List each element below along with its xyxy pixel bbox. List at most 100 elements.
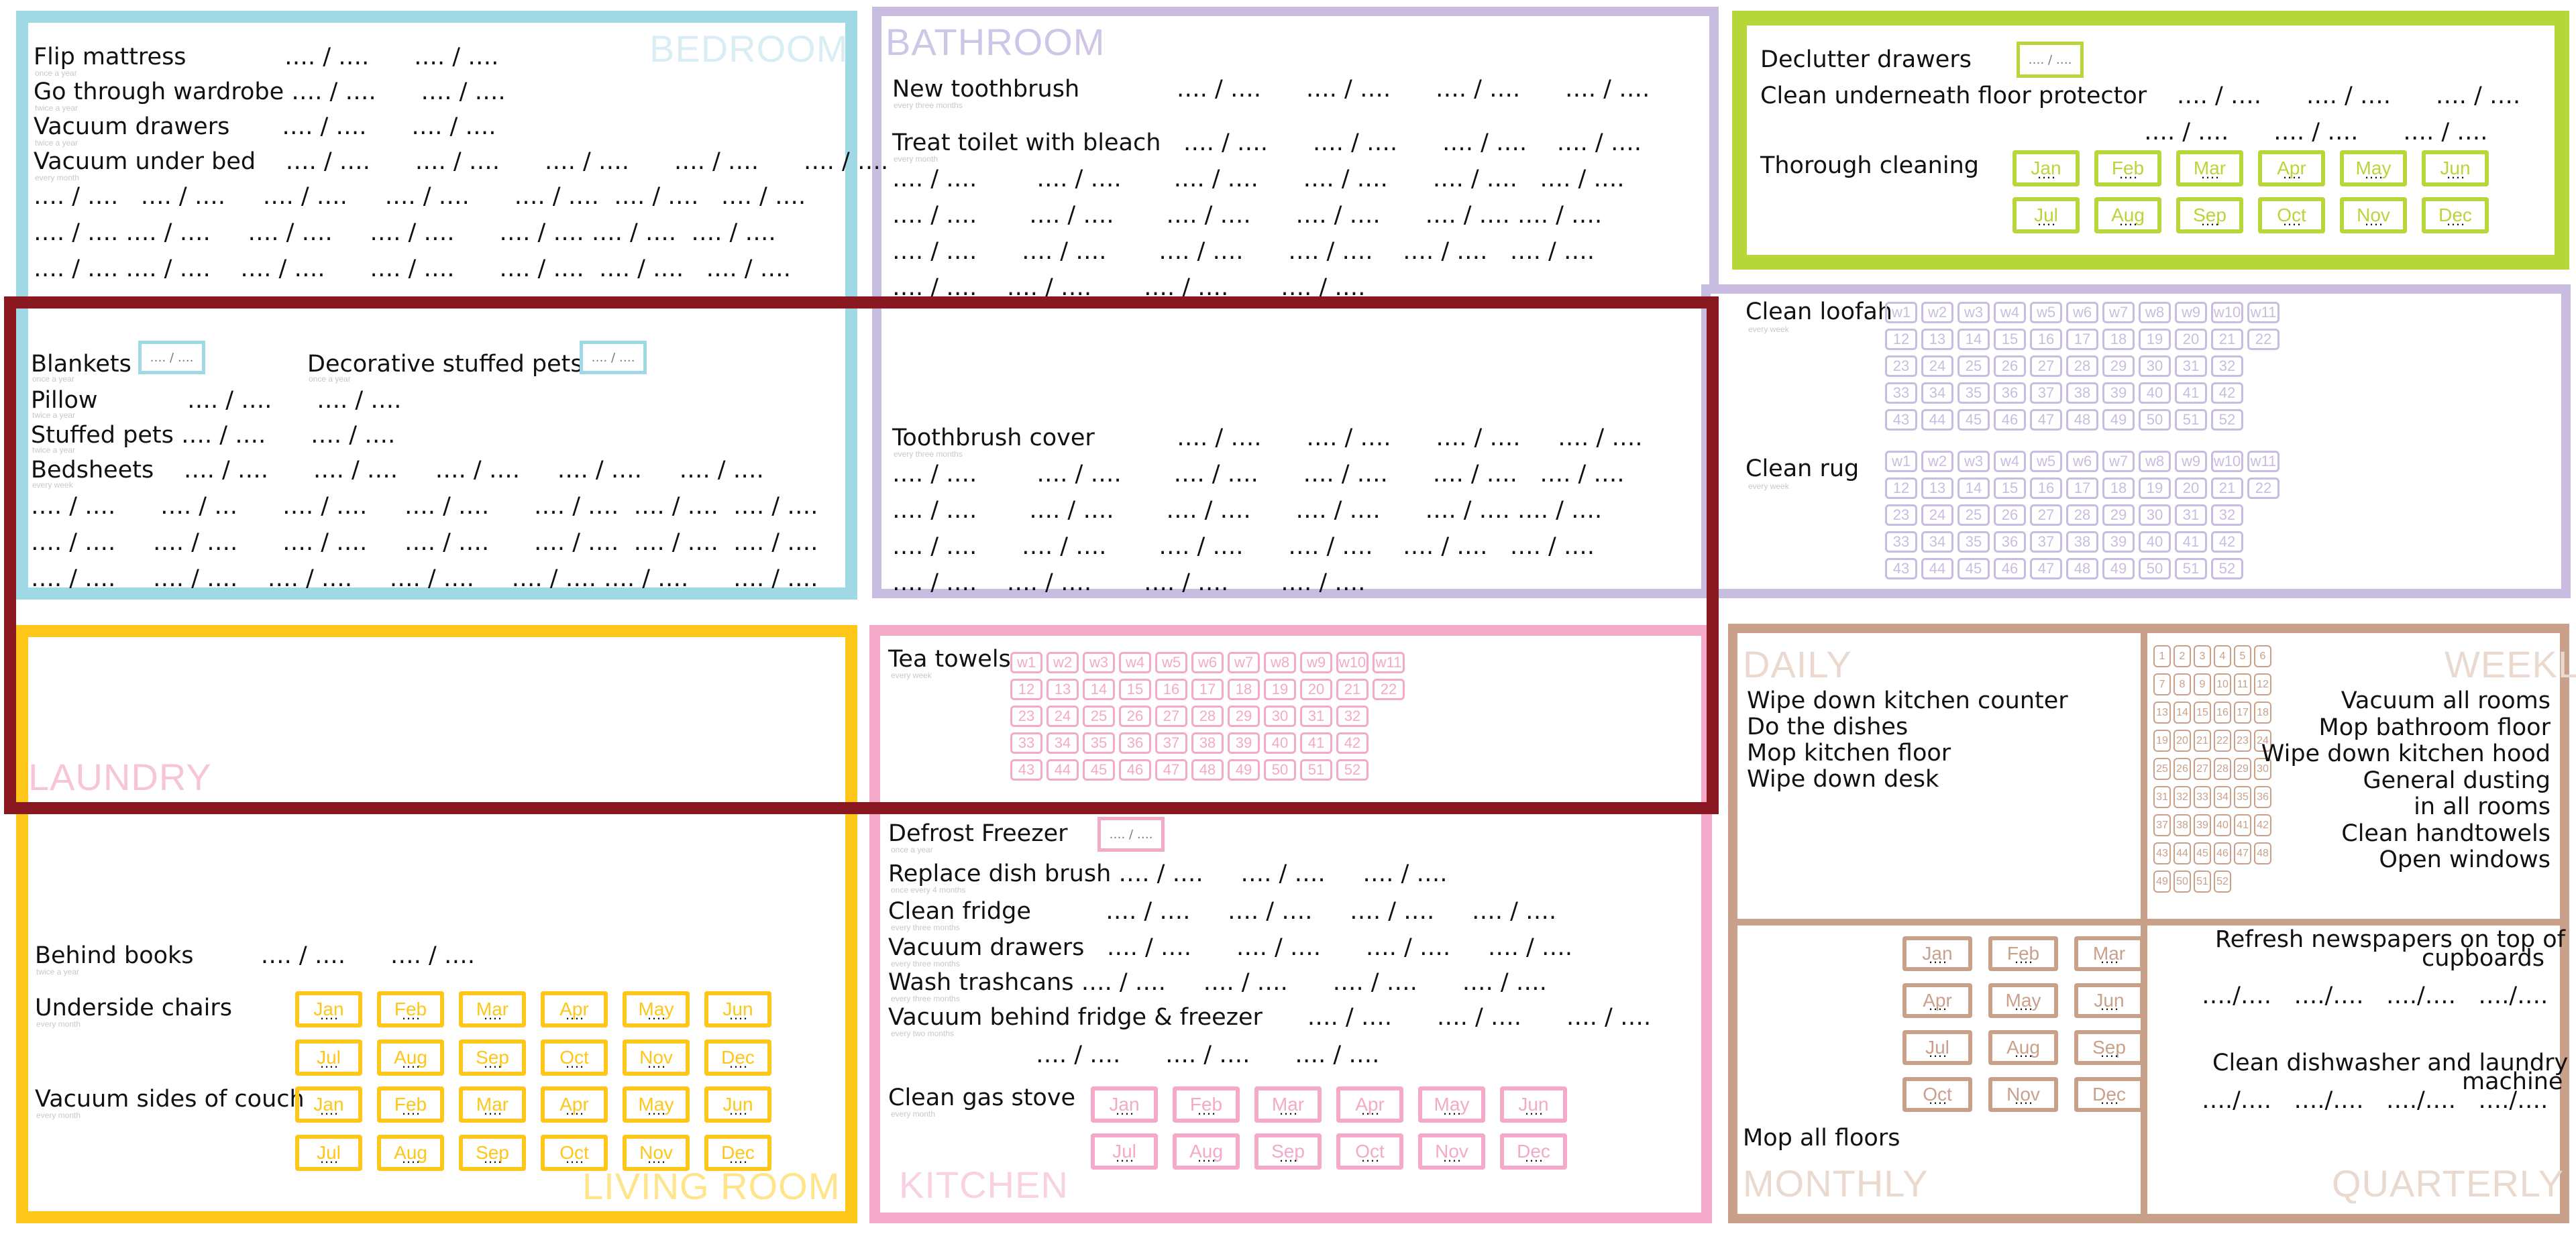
kitchen-defrost-box[interactable]: …. / …. [1097,817,1165,852]
rug-week-47[interactable]: 47 [2030,558,2062,579]
loofah-week-46[interactable]: 46 [1994,409,2026,431]
rug-week-34[interactable]: 34 [1921,531,1953,553]
loofah-week-38[interactable]: 38 [2066,382,2098,404]
weekly-week-48[interactable]: 48 [2254,842,2271,864]
rug-week-w8[interactable]: w8 [2139,451,2171,472]
loofah-week-27[interactable]: 27 [2030,355,2062,377]
monthly-month-sep[interactable]: Sep…. [2074,1030,2144,1065]
weekly-week-4[interactable]: 4 [2214,645,2231,667]
loofah-week-35[interactable]: 35 [1957,382,1990,404]
chairs-month-oct[interactable]: Oct…. [541,1040,608,1076]
towels-week-45[interactable]: 45 [1083,759,1115,781]
towels-week-50[interactable]: 50 [1264,759,1296,781]
rug-week-w9[interactable]: w9 [2175,451,2207,472]
loofah-week-42[interactable]: 42 [2211,382,2243,404]
rug-week-35[interactable]: 35 [1957,531,1990,553]
chairs-month-aug[interactable]: Aug…. [377,1040,444,1076]
towels-week-w10[interactable]: w10 [1336,652,1368,673]
loofah-week-21[interactable]: 21 [2211,329,2243,350]
monthly-month-oct[interactable]: Oct…. [1902,1077,1972,1112]
loofah-week-51[interactable]: 51 [2175,409,2207,431]
stove-month-jan[interactable]: Jan…. [1091,1086,1158,1123]
rug-week-24[interactable]: 24 [1921,504,1953,526]
loofah-week-45[interactable]: 45 [1957,409,1990,431]
weekly-week-40[interactable]: 40 [2214,814,2231,836]
chairs-month-jul[interactable]: Jul…. [295,1040,362,1076]
towels-week-43[interactable]: 43 [1010,759,1042,781]
rug-week-40[interactable]: 40 [2139,531,2171,553]
rug-week-w5[interactable]: w5 [2030,451,2062,472]
rug-week-50[interactable]: 50 [2139,558,2171,579]
stove-month-jul[interactable]: Jul…. [1091,1133,1158,1170]
rug-week-29[interactable]: 29 [2102,504,2135,526]
stove-month-mar[interactable]: Mar…. [1254,1086,1322,1123]
loofah-week-20[interactable]: 20 [2175,329,2207,350]
loofah-week-49[interactable]: 49 [2102,409,2135,431]
towels-week-39[interactable]: 39 [1228,732,1260,754]
green-month-apr[interactable]: Apr…. [2258,150,2325,186]
rug-week-16[interactable]: 16 [2030,478,2062,499]
towels-week-20[interactable]: 20 [1300,679,1332,700]
rug-week-15[interactable]: 15 [1994,478,2026,499]
loofah-week-13[interactable]: 13 [1921,329,1953,350]
loofah-week-41[interactable]: 41 [2175,382,2207,404]
weekly-week-35[interactable]: 35 [2234,786,2251,808]
weekly-week-13[interactable]: 13 [2153,702,2171,724]
weekly-week-7[interactable]: 7 [2153,673,2171,695]
rug-week-36[interactable]: 36 [1994,531,2026,553]
weekly-week-1[interactable]: 1 [2153,645,2171,667]
loofah-week-w4[interactable]: w4 [1994,302,2026,323]
towels-week-44[interactable]: 44 [1046,759,1079,781]
towels-week-32[interactable]: 32 [1336,706,1368,727]
loofah-week-w11[interactable]: w11 [2247,302,2279,323]
loofah-week-29[interactable]: 29 [2102,355,2135,377]
towels-week-27[interactable]: 27 [1155,706,1187,727]
loofah-week-w1[interactable]: w1 [1885,302,1917,323]
loofah-week-43[interactable]: 43 [1885,409,1917,431]
monthly-month-jul[interactable]: Jul…. [1902,1030,1972,1065]
weekly-week-26[interactable]: 26 [2174,758,2191,780]
towels-week-34[interactable]: 34 [1046,732,1079,754]
weekly-week-34[interactable]: 34 [2214,786,2231,808]
rug-week-42[interactable]: 42 [2211,531,2243,553]
weekly-week-24[interactable]: 24 [2254,730,2271,752]
weekly-week-43[interactable]: 43 [2153,842,2171,864]
chairs-month-dec[interactable]: Dec…. [704,1040,771,1076]
chairs-month-may[interactable]: May…. [623,991,690,1027]
weekly-week-3[interactable]: 3 [2194,645,2211,667]
rug-week-33[interactable]: 33 [1885,531,1917,553]
monthly-month-dec[interactable]: Dec…. [2074,1077,2144,1112]
weekly-week-36[interactable]: 36 [2254,786,2271,808]
couch-month-dec[interactable]: Dec…. [704,1135,771,1171]
green-month-jan[interactable]: Jan…. [2012,150,2080,186]
towels-week-33[interactable]: 33 [1010,732,1042,754]
couch-month-feb[interactable]: Feb…. [377,1086,444,1123]
rug-week-w4[interactable]: w4 [1994,451,2026,472]
rug-week-w11[interactable]: w11 [2247,451,2279,472]
weekly-week-41[interactable]: 41 [2234,814,2251,836]
bedroom-decor-box[interactable]: …. / …. [580,341,647,374]
couch-month-jul[interactable]: Jul…. [295,1135,362,1171]
stove-month-dec[interactable]: Dec…. [1500,1133,1567,1170]
towels-week-26[interactable]: 26 [1119,706,1151,727]
rug-week-51[interactable]: 51 [2175,558,2207,579]
towels-week-21[interactable]: 21 [1336,679,1368,700]
rug-week-46[interactable]: 46 [1994,558,2026,579]
towels-week-17[interactable]: 17 [1191,679,1224,700]
towels-week-40[interactable]: 40 [1264,732,1296,754]
rug-week-13[interactable]: 13 [1921,478,1953,499]
towels-week-30[interactable]: 30 [1264,706,1296,727]
loofah-week-26[interactable]: 26 [1994,355,2026,377]
towels-week-42[interactable]: 42 [1336,732,1368,754]
rug-week-30[interactable]: 30 [2139,504,2171,526]
loofah-week-19[interactable]: 19 [2139,329,2171,350]
weekly-week-25[interactable]: 25 [2153,758,2171,780]
weekly-week-8[interactable]: 8 [2174,673,2191,695]
rug-week-22[interactable]: 22 [2247,478,2279,499]
rug-week-49[interactable]: 49 [2102,558,2135,579]
loofah-week-47[interactable]: 47 [2030,409,2062,431]
rug-week-20[interactable]: 20 [2175,478,2207,499]
weekly-week-33[interactable]: 33 [2194,786,2211,808]
rug-week-52[interactable]: 52 [2211,558,2243,579]
rug-week-45[interactable]: 45 [1957,558,1990,579]
